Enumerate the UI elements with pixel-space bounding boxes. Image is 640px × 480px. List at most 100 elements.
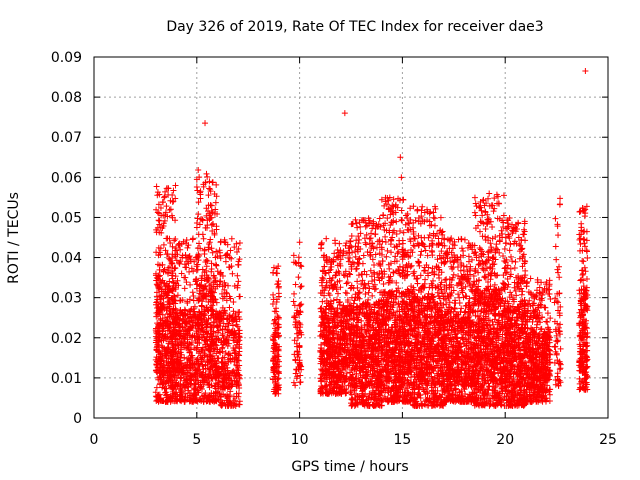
data-point — [343, 280, 350, 287]
data-point — [331, 237, 338, 244]
data-point — [167, 310, 174, 317]
data-point — [195, 167, 202, 174]
data-point — [376, 215, 383, 222]
data-point — [212, 206, 219, 213]
data-point — [153, 206, 160, 213]
data-point — [354, 278, 361, 285]
data-point — [168, 356, 175, 363]
data-point — [176, 332, 183, 339]
data-point — [167, 240, 174, 247]
data-point — [159, 311, 166, 318]
data-point — [177, 246, 184, 253]
data-point — [417, 272, 424, 279]
data-point — [418, 248, 425, 255]
data-point — [226, 304, 233, 311]
data-point — [225, 322, 232, 329]
data-point — [384, 247, 391, 254]
data-point — [201, 247, 208, 254]
data-point — [161, 280, 168, 287]
data-point — [195, 389, 202, 396]
data-point — [187, 281, 194, 288]
data-point — [274, 313, 281, 320]
data-point — [167, 368, 174, 375]
data-point — [187, 341, 194, 348]
data-point — [171, 237, 178, 244]
data-point — [203, 263, 210, 270]
data-point — [400, 196, 407, 203]
data-point — [169, 346, 176, 353]
data-point — [169, 243, 176, 250]
data-point — [177, 365, 184, 372]
data-point — [290, 298, 297, 305]
data-point — [184, 330, 191, 337]
data-point — [164, 362, 171, 369]
data-point — [176, 297, 183, 304]
data-point — [176, 260, 183, 267]
data-point — [174, 314, 181, 321]
data-point — [431, 215, 438, 222]
data-point — [422, 247, 429, 254]
data-point — [205, 244, 212, 251]
data-point — [343, 290, 350, 297]
data-point — [154, 189, 161, 196]
data-point — [176, 322, 183, 329]
data-point — [175, 342, 182, 349]
data-point — [270, 264, 277, 271]
data-point — [372, 231, 379, 238]
data-point — [174, 310, 181, 317]
data-point — [320, 275, 327, 282]
data-point — [155, 217, 162, 224]
data-point — [173, 389, 180, 396]
data-point — [164, 235, 171, 242]
data-point — [173, 311, 180, 318]
data-point — [166, 369, 173, 376]
data-point — [181, 285, 188, 292]
data-point — [180, 371, 187, 378]
data-point — [357, 223, 364, 230]
data-point — [200, 235, 207, 242]
data-point — [169, 275, 176, 282]
data-point — [195, 297, 202, 304]
data-point — [166, 311, 173, 318]
data-point — [158, 292, 165, 299]
data-point — [273, 270, 280, 277]
data-point — [169, 198, 176, 205]
data-point — [193, 220, 200, 227]
data-point — [197, 195, 204, 202]
data-point — [181, 354, 188, 361]
data-point — [201, 312, 208, 319]
data-point — [178, 270, 185, 277]
data-point — [207, 236, 214, 243]
data-point — [156, 249, 163, 256]
data-point — [342, 289, 349, 296]
data-point — [184, 369, 191, 376]
data-point — [165, 191, 172, 198]
data-point — [171, 326, 178, 333]
data-point — [152, 327, 159, 334]
data-point — [185, 387, 192, 394]
data-point — [158, 212, 165, 219]
data-point — [415, 258, 422, 265]
data-point — [197, 189, 204, 196]
data-point — [152, 389, 159, 396]
data-point — [353, 265, 360, 272]
data-point — [387, 222, 394, 229]
data-point — [159, 384, 166, 391]
data-point — [414, 206, 421, 213]
data-point — [330, 297, 337, 304]
data-point — [192, 392, 199, 399]
data-point — [190, 308, 197, 315]
data-point — [385, 197, 392, 204]
data-point — [172, 182, 179, 189]
data-point — [182, 240, 189, 247]
data-point — [384, 215, 391, 222]
data-point — [199, 231, 206, 238]
data-point — [197, 384, 204, 391]
data-point — [165, 283, 172, 290]
data-point — [156, 266, 163, 273]
data-point — [160, 198, 167, 205]
data-point — [209, 209, 216, 216]
data-point — [172, 265, 179, 272]
data-point — [178, 388, 185, 395]
data-point — [155, 273, 162, 280]
